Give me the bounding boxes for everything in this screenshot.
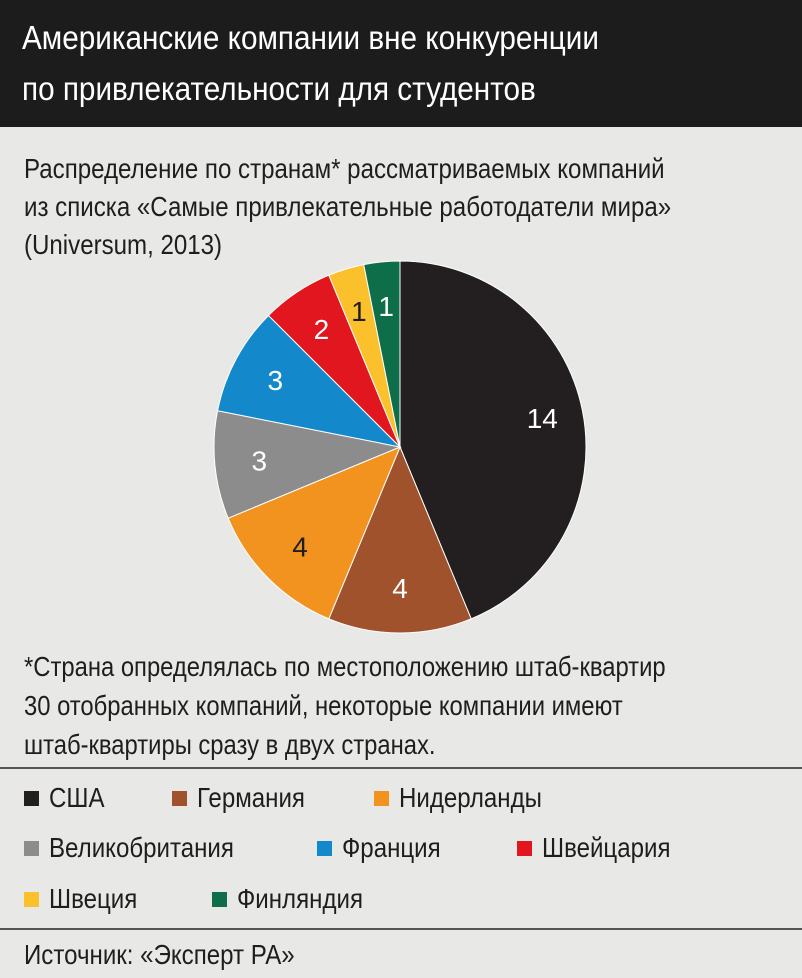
- source-note: Источник: «Эксперт РА»: [24, 939, 295, 970]
- legend-swatch: [317, 840, 332, 856]
- legend-label: Франция: [342, 832, 441, 863]
- legend-swatch: [24, 891, 39, 907]
- legend-label: Швеция: [49, 883, 138, 914]
- legend-item: США: [24, 778, 114, 818]
- legend-label: США: [49, 782, 105, 813]
- legend-swatch: [517, 840, 532, 856]
- page-title: Американские компании вне конкуренции по…: [22, 19, 599, 107]
- legend-item: Франция: [317, 828, 457, 868]
- pie-value-label-6: 2: [314, 314, 330, 345]
- chart-subtitle: Распределение по странам* рассматриваемы…: [24, 153, 672, 260]
- pie-value-label-5: 3: [268, 365, 284, 396]
- legend-label: Швейцария: [542, 832, 671, 863]
- pie-slices: [213, 260, 587, 634]
- pie-slice-3: [227, 446, 401, 620]
- legend-item: Нидерланды: [374, 778, 565, 818]
- legend-label: Финляндия: [237, 883, 363, 914]
- pie-value-label-8: 1: [378, 291, 394, 322]
- header-bar: Американские компании вне конкуренции по…: [0, 0, 802, 127]
- pie-slice-4: [213, 410, 402, 519]
- legend-label: Нидерланды: [399, 782, 542, 813]
- pie-slice-5: [216, 314, 402, 448]
- pie-value-label-2: 4: [392, 573, 408, 604]
- legend-swatch: [374, 790, 389, 806]
- legend-label: Германия: [197, 782, 305, 813]
- pie-value-label-4: 3: [252, 445, 268, 476]
- pie-slice-1: [399, 260, 587, 620]
- pie-value-label-7: 1: [351, 296, 367, 327]
- pie-value-label-3: 4: [292, 531, 308, 562]
- legend-item: Швейцария: [517, 828, 691, 868]
- pie-value-label-1: 14: [527, 403, 558, 434]
- footnote: *Страна определялась по местоположению ш…: [24, 651, 666, 760]
- legend-label: Великобритания: [49, 832, 234, 863]
- divider-top: [0, 767, 802, 769]
- legend-item: Швеция: [24, 879, 152, 919]
- pie-slice-2: [328, 445, 472, 634]
- legend-swatch: [24, 790, 39, 806]
- legend-item: Великобритания: [24, 828, 264, 868]
- pie-slice-8: [363, 260, 401, 448]
- legend-item: Финляндия: [212, 879, 384, 919]
- legend-swatch: [172, 790, 187, 806]
- legend-swatch: [212, 891, 227, 907]
- divider-bottom: [0, 928, 802, 930]
- legend-item: Германия: [172, 778, 323, 818]
- legend-swatch: [24, 840, 39, 856]
